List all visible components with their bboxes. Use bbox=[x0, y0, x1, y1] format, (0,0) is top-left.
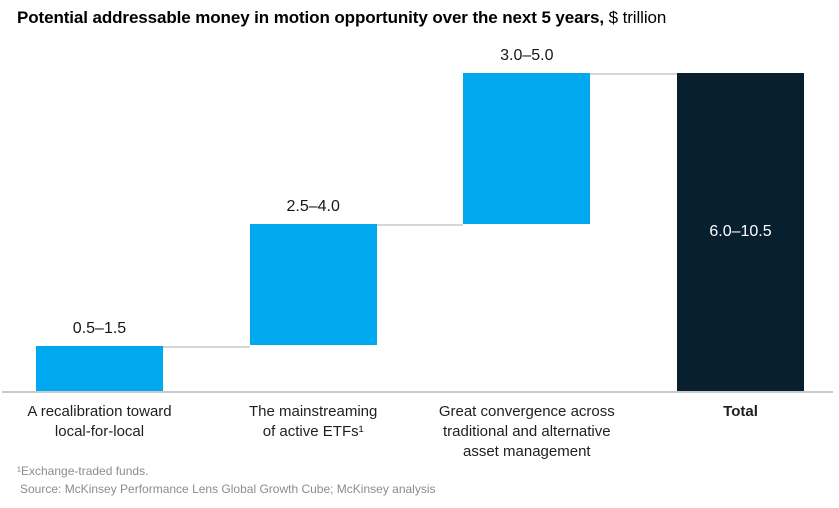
bar-category-label: Total bbox=[621, 402, 839, 422]
chart-title: Potential addressable money in motion op… bbox=[17, 8, 666, 28]
x-axis-line bbox=[2, 391, 833, 393]
footnote-definition: ¹Exchange-traded funds. bbox=[17, 464, 149, 478]
bar-category-label-line: A recalibration toward bbox=[27, 403, 172, 420]
waterfall-total-bar bbox=[677, 73, 804, 391]
chart-title-unit: $ trillion bbox=[604, 8, 667, 27]
waterfall-connector-line bbox=[590, 73, 677, 75]
bar-value-label: 3.0–5.0 bbox=[500, 47, 554, 64]
waterfall-bar bbox=[249, 224, 377, 346]
waterfall-bar bbox=[36, 345, 163, 391]
bar-value-label: 2.5–4.0 bbox=[286, 198, 340, 216]
bar-category-label-line: traditional and alternative bbox=[442, 423, 611, 440]
bar-category-label-line: The mainstreaming bbox=[248, 403, 378, 420]
footnote-source: Source: McKinsey Performance Lens Global… bbox=[20, 482, 436, 496]
bar-category-label-line: Great convergence across bbox=[438, 403, 615, 420]
chart-title-text: Potential addressable money in motion op… bbox=[17, 8, 604, 27]
footnote: ¹Exchange-traded funds. Source: McKinsey… bbox=[17, 462, 436, 498]
bar-category-label-line: Total bbox=[723, 403, 758, 420]
bar-value-label: 0.5–1.5 bbox=[72, 319, 127, 337]
waterfall-connector-line bbox=[376, 224, 464, 227]
bar-category-label-line: of active ETFs¹ bbox=[262, 423, 364, 440]
waterfall-bar bbox=[463, 73, 591, 225]
bar-category-label: Great convergence across traditional and … bbox=[407, 402, 647, 462]
waterfall-connector-line bbox=[163, 345, 250, 348]
bar-category-label: The mainstreaming of active ETFs¹ bbox=[193, 402, 433, 442]
bar-value-label: 6.0–10.5 bbox=[709, 223, 772, 240]
bar-category-label-line: local-for-local bbox=[54, 423, 145, 440]
bar-category-label: A recalibration toward local-for-local bbox=[0, 402, 220, 442]
bar-category-label-line: asset management bbox=[463, 443, 591, 460]
